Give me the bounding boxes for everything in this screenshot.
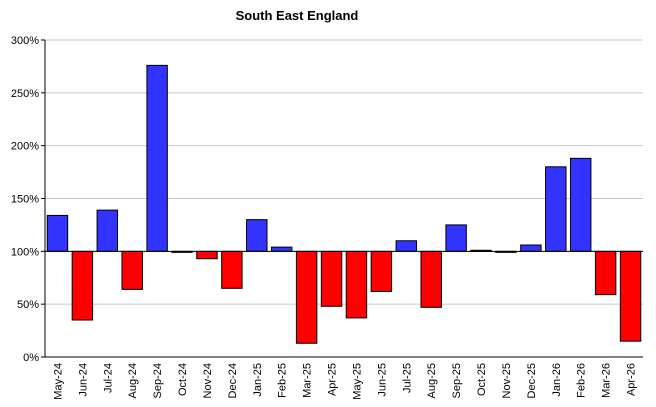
x-tick-label: Oct-24 — [177, 363, 189, 396]
x-tick-label: May-25 — [351, 363, 363, 400]
x-tick-label: Sep-24 — [152, 363, 164, 398]
axes — [41, 39, 643, 358]
bar-may-24 — [46, 214, 69, 252]
y-tick-label: 150% — [11, 194, 39, 206]
x-tick-label: Apr-25 — [327, 363, 339, 396]
x-tick-label: Jun-25 — [376, 363, 388, 397]
bar-dec-25 — [520, 244, 542, 252]
bar-aug-25 — [420, 250, 442, 308]
y-tick-label: 0% — [23, 352, 39, 364]
x-tick-label: Dec-24 — [227, 363, 239, 398]
bar-feb-25 — [270, 246, 293, 252]
chart-title: South East England — [236, 8, 359, 23]
x-tick-label: Apr-26 — [626, 363, 638, 396]
x-axis-ticks: May-24 Jun-24 Jul-24 Aug-24 Sep-24 Oct-24 Nov-… — [52, 363, 637, 400]
bar-jun-25 — [370, 250, 393, 292]
bar-mar-26 — [594, 250, 617, 296]
bar-sep-25 — [445, 224, 467, 252]
bar-nov-24 — [196, 250, 218, 260]
x-tick-label: Jul-25 — [401, 363, 413, 393]
bar-jul-24 — [96, 209, 119, 252]
y-tick-label: 250% — [11, 88, 39, 100]
x-tick-label: Sep-25 — [451, 363, 463, 398]
bar-aug-24 — [121, 250, 143, 290]
bar-jul-25 — [395, 240, 418, 252]
y-tick-label: 200% — [11, 141, 39, 153]
x-tick-label: Feb-26 — [576, 363, 588, 398]
x-tick-label: Jan-26 — [551, 363, 563, 397]
x-tick-label: Jun-24 — [77, 363, 89, 397]
bar-mar-25 — [295, 250, 318, 344]
x-tick-label: Jul-24 — [102, 363, 114, 393]
x-tick-label: Jan-25 — [252, 363, 264, 397]
y-axis-ticks: 0% 50% 100% 150% 200% 250% 300% — [11, 35, 39, 364]
x-tick-label: Dec-25 — [526, 363, 538, 398]
bar-jan-25 — [246, 219, 268, 252]
bar-apr-26 — [619, 250, 642, 342]
bar-jan-26 — [545, 166, 567, 252]
bar-jun-24 — [71, 250, 94, 321]
x-tick-label: Feb-25 — [277, 363, 289, 398]
y-tick-label: 50% — [17, 299, 39, 311]
x-tick-label: May-24 — [52, 363, 64, 400]
x-tick-label: Mar-25 — [302, 363, 314, 398]
bar-apr-25 — [320, 250, 343, 307]
x-tick-label: Aug-25 — [426, 363, 438, 398]
x-tick-label: Aug-24 — [127, 363, 139, 398]
bar-sep-24 — [146, 64, 168, 252]
x-tick-label: Mar-26 — [601, 363, 613, 398]
bar-feb-26 — [569, 157, 592, 252]
x-tick-label: Nov-25 — [501, 363, 513, 398]
x-tick-label: Oct-25 — [476, 363, 488, 396]
bar-may-25 — [345, 250, 368, 319]
bar-dec-24 — [221, 250, 243, 289]
y-tick-label: 300% — [11, 35, 39, 47]
x-tick-label: Nov-24 — [202, 363, 214, 398]
y-tick-label: 100% — [11, 246, 39, 258]
bars — [46, 64, 642, 344]
